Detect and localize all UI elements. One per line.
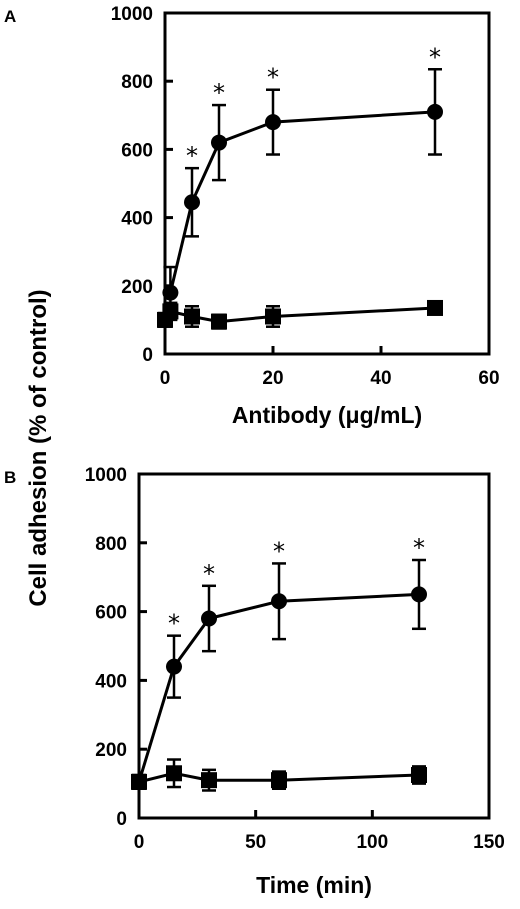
- x-tick-label: 0: [160, 368, 171, 389]
- series-circle: * * * *: [131, 534, 427, 790]
- data-point-square: [211, 313, 227, 330]
- x-tick-label: 150: [473, 832, 505, 853]
- significance-asterisk: *: [168, 610, 180, 638]
- significance-asterisk: *: [267, 64, 279, 92]
- data-point-square: [166, 765, 182, 782]
- y-tick-label: 1000: [111, 4, 153, 25]
- data-point-circle: [201, 610, 217, 627]
- y-tick-label: 800: [95, 534, 127, 555]
- plot-frame: [163, 11, 491, 356]
- data-point-square: [201, 772, 217, 789]
- data-point-circle: [184, 194, 200, 211]
- y-tick-label: 400: [95, 671, 127, 692]
- data-point-square: [427, 299, 443, 316]
- x-tick-label: 40: [370, 368, 391, 389]
- shared-y-axis-label: Cell adhesion (% of control): [25, 289, 52, 606]
- y-tick-label: 0: [142, 345, 153, 366]
- data-point-circle: [411, 586, 427, 603]
- data-point-circle: [427, 103, 443, 120]
- data-point-square: [271, 772, 287, 789]
- series-circle: * * * *: [162, 43, 443, 320]
- y-tick-label: 200: [121, 277, 153, 298]
- x-tick-label: 20: [262, 368, 283, 389]
- y-tick-label: 1000: [85, 465, 127, 486]
- significance-asterisk: *: [203, 560, 215, 588]
- data-point-circle: [271, 593, 287, 610]
- x-axis-label: Antibody (μg/mL): [232, 402, 422, 428]
- y-tick-label: 600: [95, 603, 127, 624]
- plot-frame: [137, 472, 491, 820]
- significance-asterisk: *: [213, 79, 225, 107]
- y-tick-label: 0: [116, 809, 127, 830]
- data-point-circle: [211, 134, 227, 151]
- significance-asterisk: *: [413, 534, 425, 562]
- series-line: [168, 110, 436, 293]
- significance-asterisk: *: [273, 537, 285, 565]
- x-axis-label: Time (min): [256, 872, 372, 898]
- y-tick-label: 400: [121, 209, 153, 230]
- panel-label: B: [4, 468, 16, 487]
- data-point-circle: [162, 284, 179, 301]
- series-line: [163, 306, 436, 324]
- x-tick-label: 60: [478, 368, 499, 389]
- panel-a-chart: A 0 200 400 600 800 1000 0 20 40 60 Antibody (μg/mL…: [4, 4, 500, 428]
- data-point-square: [184, 308, 200, 325]
- series-square: [157, 299, 443, 330]
- y-tick-label: 800: [121, 72, 153, 93]
- panel-label: A: [4, 7, 16, 26]
- data-point-circle: [166, 658, 182, 675]
- data-point-square: [162, 303, 179, 320]
- data-point-square: [265, 308, 281, 325]
- series-square: [131, 758, 427, 792]
- significance-asterisk: *: [429, 43, 441, 71]
- data-point-square: [411, 767, 427, 783]
- data-point-square: [131, 773, 147, 790]
- significance-asterisk: *: [186, 142, 198, 170]
- x-tick-label: 50: [245, 832, 266, 853]
- y-tick-label: 600: [121, 140, 153, 161]
- y-tick-label: 200: [95, 740, 127, 761]
- x-tick-label: 0: [134, 832, 145, 853]
- x-tick-label: 100: [356, 832, 388, 853]
- data-point-circle: [265, 114, 281, 131]
